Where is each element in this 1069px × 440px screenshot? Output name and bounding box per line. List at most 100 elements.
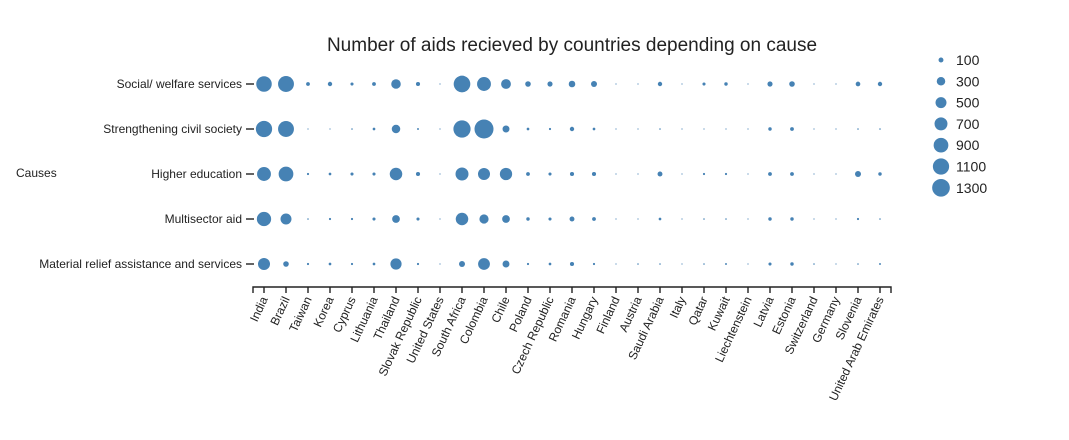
bubble-point [307, 218, 309, 220]
bubble-point [592, 127, 596, 131]
bubble-point [747, 263, 749, 265]
legend-label: 100 [956, 52, 980, 68]
legend-label: 300 [956, 73, 980, 89]
legend-bubble [932, 158, 950, 175]
bubble-point [569, 216, 575, 222]
bubble-point [790, 172, 794, 176]
bubble-point [548, 127, 552, 131]
bubble-point [768, 217, 772, 221]
bubble-point [703, 218, 705, 220]
bubble-point [415, 81, 421, 87]
bubble-point [659, 128, 661, 130]
bubble-point [835, 83, 837, 85]
bubble-point [835, 218, 837, 220]
bubble-point [327, 81, 333, 87]
y-tick-label: Multisector aid [165, 212, 242, 226]
bubble-point [390, 258, 402, 270]
bubble-point [703, 263, 705, 265]
bubble-point [526, 217, 530, 221]
bubble-point [747, 83, 749, 85]
bubble-point [681, 83, 683, 85]
bubble-point [591, 171, 597, 177]
legend-bubble [932, 178, 950, 197]
legend-bubble [938, 57, 944, 63]
bubble-point [328, 217, 332, 221]
bubble-point [526, 262, 530, 266]
bubble-point [590, 80, 598, 88]
bubble-point [879, 263, 881, 265]
legend-bubble [936, 77, 946, 86]
legend-label: 500 [956, 95, 980, 111]
bubble-point [278, 76, 294, 92]
bubble-point [856, 217, 860, 221]
bubble-point [813, 173, 815, 175]
bubble-point [328, 172, 332, 176]
bubble-point [568, 80, 576, 88]
bubble-point [637, 128, 639, 130]
x-tick-label: Italy [667, 294, 689, 320]
legend-bubble [935, 97, 947, 109]
bubble-point [439, 128, 441, 130]
bubble-point [477, 77, 491, 91]
bubble-point [526, 172, 530, 176]
bubble-point [854, 170, 862, 178]
bubble-point [499, 167, 513, 181]
bubble-point [813, 218, 815, 220]
bubble-point [416, 217, 420, 221]
legend-label: 1300 [956, 180, 987, 196]
bubble-point [813, 263, 815, 265]
bubble-point [592, 217, 596, 221]
bubble-point [790, 127, 794, 131]
bubble-point [307, 128, 309, 130]
bubble-point [372, 217, 376, 221]
bubble-point [878, 172, 882, 176]
bubble-point [790, 217, 794, 221]
bubble-point [768, 262, 772, 266]
bubble-point [278, 166, 294, 182]
bubble-point [725, 218, 727, 220]
bubble-point [725, 263, 727, 265]
y-tick-label: Higher education [151, 167, 242, 181]
bubble-point [525, 81, 531, 87]
bubble-point [789, 81, 795, 87]
bubble-point [857, 263, 859, 265]
bubble-point [479, 214, 489, 224]
bubble-point [657, 171, 663, 177]
bubble-marks [255, 75, 883, 271]
legend-label: 700 [956, 116, 980, 132]
bubble-point [857, 128, 859, 130]
bubble-point [502, 260, 510, 268]
bubble-point [747, 173, 749, 175]
bubble-point [747, 128, 749, 130]
bubble-point [548, 262, 552, 266]
bubble-point [455, 212, 469, 226]
bubble-point [813, 128, 815, 130]
bubble-point [477, 167, 491, 181]
bubble-point [306, 172, 310, 176]
bubble-point [439, 263, 441, 265]
bubble-point [569, 261, 575, 267]
bubble-point [724, 82, 728, 86]
bubble-point [548, 172, 552, 176]
chart-title: Number of aids recieved by countries dep… [327, 35, 817, 56]
bubble-point [372, 262, 376, 266]
bubble-point [835, 263, 837, 265]
bubble-point [478, 258, 490, 270]
bubble-point [350, 217, 354, 221]
bubble-point [256, 76, 272, 92]
bubble-point [283, 261, 289, 267]
bubble-point [329, 128, 331, 130]
bubble-point [702, 172, 706, 176]
bubble-point [615, 173, 617, 175]
bubble-point [453, 75, 471, 93]
bubble-point [569, 171, 575, 177]
bubble-point [372, 127, 376, 131]
legend-bubble [933, 137, 949, 153]
bubble-point [455, 167, 469, 181]
bubble-point [637, 173, 639, 175]
y-tick-label: Social/ welfare services [117, 77, 242, 91]
bubble-point [725, 128, 727, 130]
bubble-point [615, 263, 617, 265]
bubble-point [835, 128, 837, 130]
